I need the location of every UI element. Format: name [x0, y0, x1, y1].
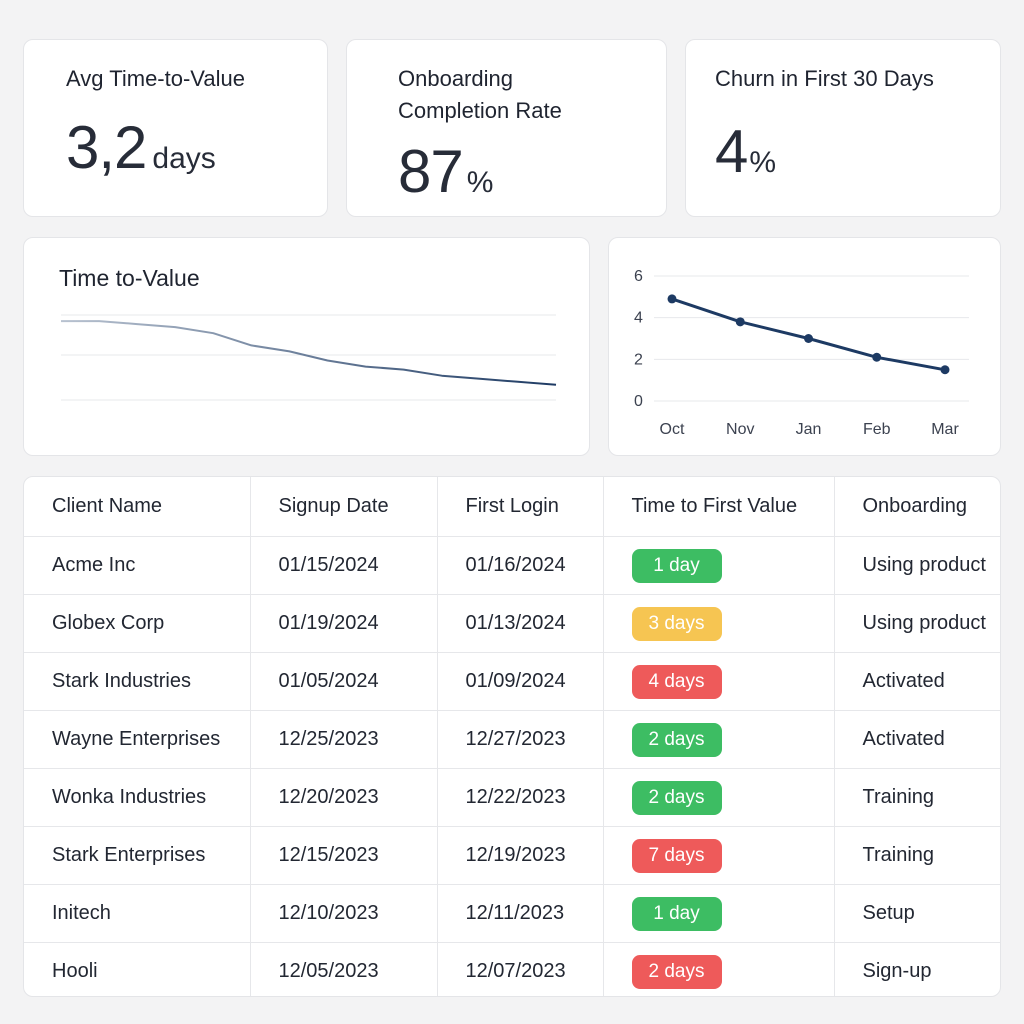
- kpi-value: 4 %: [715, 122, 776, 182]
- kpi-value: 87 %: [398, 142, 493, 202]
- first-login-cell: 01/09/2024: [437, 652, 604, 711]
- onboarding-status-cell: Using product: [834, 594, 1000, 653]
- onboarding-status-cell: Sign-up: [862, 960, 932, 982]
- first-login-cell: 12/27/2023: [437, 710, 604, 769]
- column-header[interactable]: Time to First Value: [603, 477, 835, 537]
- onboarding-status-cell: Activated: [834, 710, 1000, 769]
- signup-date-cell: 01/15/2024: [250, 536, 438, 595]
- kpi-title: Avg Time-to-Value: [66, 66, 245, 91]
- data-point[interactable]: [872, 352, 882, 362]
- kpi-card-churn-30-days: Churn in First 30 Days 4 %: [685, 39, 1001, 217]
- time-to-first-value-cell: 1 day: [603, 884, 835, 943]
- chart-title: Time to-Value: [59, 265, 200, 291]
- client-name-cell: Wonka Industries: [24, 768, 251, 827]
- first-login-cell: 01/16/2024: [437, 536, 604, 595]
- ttfv-badge: 4 days: [631, 664, 722, 699]
- client-name-cell: Acme Inc: [24, 536, 251, 595]
- signup-date-cell: 01/05/2024: [250, 652, 438, 711]
- column-header[interactable]: Onboarding: [834, 477, 1000, 537]
- monthly-trend-chart-card: 0 2 4 6 Oct Nov Jan Feb Mar: [608, 237, 1001, 456]
- data-point[interactable]: [804, 334, 813, 343]
- time-to-first-value-cell: 3 days: [603, 594, 835, 653]
- monthly-trend-chart: 0 2 4 6 Oct Nov Jan Feb Mar: [634, 268, 969, 438]
- y-tick-label: 6: [634, 268, 643, 285]
- table-header-row: Client Name Signup Date First Login Time to…: [24, 477, 1000, 537]
- clients-table-card: Client Name Signup Date First Login Time to…: [23, 476, 1001, 997]
- kpi-card-avg-time-to-value: Avg Time-to-Value 3,2 days: [23, 39, 328, 217]
- table-row[interactable]: Initech 12/10/2023 12/11/2023 1 day Setup: [24, 884, 1000, 943]
- kpi-title: Onboarding Completion Rate: [398, 66, 562, 123]
- column-header[interactable]: Signup Date: [250, 477, 438, 537]
- table-row[interactable]: Globex Corp 01/19/2024 01/13/2024 3 days Usi…: [24, 594, 1000, 653]
- table-row[interactable]: Wayne Enterprises 12/25/2023 12/27/2023 2 d…: [24, 710, 1000, 769]
- table-row[interactable]: Wonka Industries 12/20/2023 12/22/2023 2 da…: [24, 768, 1000, 827]
- kpi-number: 4: [715, 118, 748, 185]
- time-to-first-value-cell: 1 day: [603, 536, 835, 595]
- signup-date-cell: 12/15/2023: [250, 826, 438, 885]
- ttfv-badge: 1 day: [631, 896, 722, 931]
- first-login-cell: 12/22/2023: [437, 768, 604, 827]
- kpi-value: 3,2 days: [66, 118, 216, 178]
- first-login-cell: 12/11/2023: [437, 884, 604, 943]
- table-row[interactable]: Stark Industries 01/05/2024 01/09/2024 4 da…: [24, 652, 1000, 711]
- data-point[interactable]: [940, 365, 950, 375]
- time-to-first-value-cell: 2 days: [603, 710, 835, 769]
- first-login-cell: 01/13/2024: [437, 594, 604, 653]
- ttfv-badge: 2 days: [631, 954, 722, 989]
- time-to-first-value-cell: 7 days: [603, 826, 835, 885]
- table-row[interactable]: Stark Enterprises 12/15/2023 12/19/2023 7 d…: [24, 826, 1000, 885]
- x-tick-label: Feb: [863, 421, 891, 438]
- x-tick-label: Jan: [796, 421, 822, 438]
- data-point[interactable]: [735, 317, 745, 327]
- x-tick-label: Oct: [660, 421, 685, 438]
- onboarding-status-cell: Setup: [834, 884, 1000, 943]
- first-login-cell: 12/07/2023: [437, 942, 604, 996]
- signup-date-cell: 12/20/2023: [250, 768, 438, 827]
- y-tick-label: 4: [634, 310, 643, 327]
- time-to-first-value-cell: 2 days: [603, 768, 835, 827]
- data-point[interactable]: [667, 294, 677, 304]
- ttfv-badge: 3 days: [631, 606, 722, 641]
- kpi-card-onboarding-completion: Onboarding Completion Rate 87 %: [346, 39, 667, 217]
- kpi-unit: %: [749, 146, 777, 179]
- x-tick-label: Mar: [931, 421, 959, 438]
- kpi-title: Churn in First 30 Days: [715, 66, 934, 91]
- ttfv-badge: 7 days: [631, 838, 722, 873]
- signup-date-cell: 01/19/2024: [250, 594, 438, 653]
- kpi-number: 87: [398, 138, 464, 205]
- ttfv-badge: 2 days: [631, 722, 722, 757]
- client-name-cell: Wayne Enterprises: [24, 710, 251, 769]
- ttfv-badge: 2 days: [631, 780, 722, 815]
- client-name-cell: Initech: [24, 884, 251, 943]
- kpi-unit: %: [466, 166, 494, 199]
- time-to-value-trend-chart: [61, 314, 557, 401]
- onboarding-status-cell: Training: [834, 768, 1000, 827]
- column-header[interactable]: First Login: [437, 477, 604, 537]
- time-to-first-value-cell: 4 days: [603, 652, 835, 711]
- client-name-cell: Hooli: [24, 942, 251, 996]
- onboarding-status-cell: Training: [834, 826, 1000, 885]
- x-tick-label: Nov: [726, 421, 754, 438]
- client-name-cell: Stark Industries: [24, 652, 251, 711]
- time-to-first-value-cell: 2 days: [603, 942, 835, 996]
- onboarding-status-cell: Using product: [834, 536, 1000, 595]
- y-tick-label: 2: [634, 351, 643, 368]
- table-row[interactable]: Acme Inc 01/15/2024 01/16/2024 1 day Using p…: [24, 536, 1000, 595]
- column-header[interactable]: Client Name: [24, 477, 251, 537]
- client-name-cell: Globex Corp: [24, 594, 251, 653]
- kpi-number: 3,2: [66, 114, 147, 181]
- clients-table: Client Name Signup Date First Login Time to…: [24, 477, 1000, 996]
- table-row[interactable]: Hooli 12/05/2023 12/07/2023 2 days Sign-up: [24, 942, 1000, 996]
- kpi-unit: days: [152, 142, 216, 175]
- signup-date-cell: 12/05/2023: [250, 942, 438, 996]
- ttfv-badge: 1 day: [631, 548, 722, 583]
- time-to-value-chart-card: Time to-Value: [23, 237, 590, 456]
- signup-date-cell: 12/10/2023: [250, 884, 438, 943]
- onboarding-status-cell: Activated: [834, 652, 1000, 711]
- y-tick-label: 0: [634, 393, 643, 410]
- trend-series-line: [61, 320, 557, 386]
- signup-date-cell: 12/25/2023: [250, 710, 438, 769]
- first-login-cell: 12/19/2023: [437, 826, 604, 885]
- client-name-cell: Stark Enterprises: [24, 826, 251, 885]
